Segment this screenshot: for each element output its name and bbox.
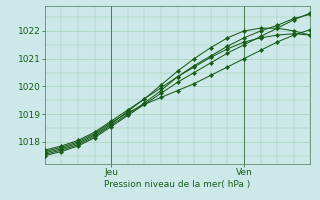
X-axis label: Pression niveau de la mer( hPa ): Pression niveau de la mer( hPa ) [104, 180, 251, 189]
